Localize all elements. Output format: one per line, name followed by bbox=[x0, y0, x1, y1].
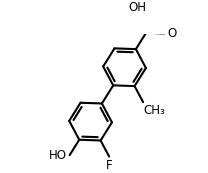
Text: OH: OH bbox=[129, 1, 147, 14]
Text: HO: HO bbox=[49, 149, 67, 162]
Text: O: O bbox=[167, 27, 176, 40]
Text: CH₃: CH₃ bbox=[144, 104, 166, 117]
Text: F: F bbox=[106, 159, 113, 172]
